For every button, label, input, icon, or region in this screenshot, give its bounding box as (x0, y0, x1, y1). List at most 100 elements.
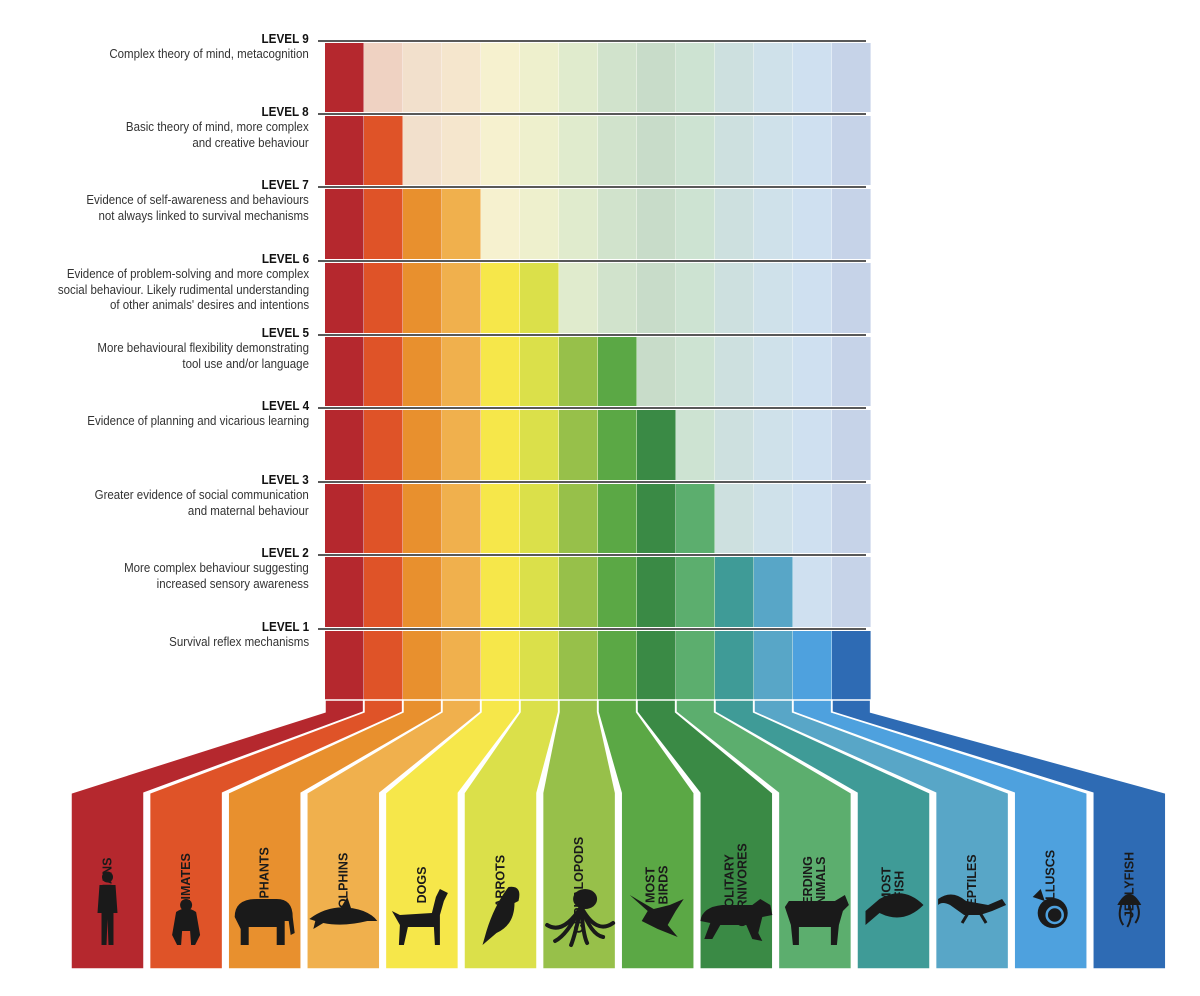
cell-most-birds-level-4 (598, 410, 637, 480)
cell-jellyfish-level-5 (832, 337, 871, 406)
column-most-birds (598, 43, 637, 700)
cell-humans-level-1 (325, 631, 364, 700)
cell-herding-animals-level-9 (676, 43, 715, 112)
column-elephants (403, 43, 442, 700)
cell-humans-level-3 (325, 484, 364, 553)
cell-most-birds-level-8 (598, 116, 637, 185)
cell-parrots-level-2 (520, 557, 559, 627)
cell-reptiles-level-9 (754, 43, 793, 112)
cell-herding-animals-level-6 (676, 263, 715, 333)
cell-most-fish-level-3 (715, 484, 754, 553)
cell-reptiles-level-2 (754, 557, 793, 627)
cell-primates-level-8 (364, 116, 403, 185)
cell-herding-animals-level-1 (676, 631, 715, 700)
level-description-line: Complex theory of mind, metacognition (109, 47, 309, 61)
level-description-line: and creative behaviour (192, 135, 309, 150)
cell-molluscs-level-9 (793, 43, 832, 112)
cell-dogs-level-8 (481, 116, 520, 185)
big-cat-icon (700, 899, 773, 941)
cell-solitary-carnivores-level-4 (637, 410, 676, 480)
cell-solitary-carnivores-level-5 (637, 337, 676, 406)
cell-herding-animals-level-7 (676, 189, 715, 259)
cell-dolphins-level-4 (442, 410, 481, 480)
cell-elephants-level-6 (403, 263, 442, 333)
animal-parrots: PARROTS (482, 855, 520, 945)
level-description-line: increased sensory awareness (156, 576, 309, 591)
cell-humans-level-9 (325, 43, 364, 112)
cell-elephants-level-3 (403, 484, 442, 553)
cell-dogs-level-5 (481, 337, 520, 406)
animal-jellyfish: JELLYFISH (1117, 852, 1142, 928)
jellyfish-icon (1117, 894, 1142, 928)
cell-molluscs-level-6 (793, 263, 832, 333)
cell-herding-animals-level-5 (676, 337, 715, 406)
cell-primates-level-9 (364, 43, 403, 112)
cell-primates-level-5 (364, 337, 403, 406)
cell-humans-level-5 (325, 337, 364, 406)
column-primates (364, 43, 403, 700)
cell-dogs-level-7 (481, 189, 520, 259)
column-parrots (520, 43, 559, 700)
animal-name-most-birds: MOSTBIRDS (644, 866, 671, 905)
cell-solitary-carnivores-level-8 (637, 116, 676, 185)
cell-dolphins-level-1 (442, 631, 481, 700)
level-label-1: LEVEL 1 Survival reflex mechanisms (157, 619, 309, 651)
dog-icon (391, 889, 448, 945)
cell-jellyfish-level-1 (832, 631, 871, 700)
cell-solitary-carnivores-level-3 (637, 484, 676, 553)
cell-parrots-level-6 (520, 263, 559, 333)
animal-most-birds: MOSTBIRDS (629, 866, 684, 937)
ribbon-jellyfish (831, 699, 1167, 970)
level-title: LEVEL 6 (261, 251, 309, 266)
animal-herding-animals: HERDINGANIMALS (784, 856, 849, 945)
column-humans (325, 43, 364, 700)
cell-molluscs-level-1 (793, 631, 832, 700)
cell-jellyfish-level-4 (832, 410, 871, 480)
cell-reptiles-level-1 (754, 631, 793, 700)
level-title: LEVEL 5 (261, 325, 309, 340)
level-description: Greater evidence of social communication… (95, 488, 309, 519)
cell-reptiles-level-5 (754, 337, 793, 406)
level-description-line: and maternal behaviour (188, 503, 309, 518)
cell-cephalopods-level-3 (559, 484, 598, 553)
cell-jellyfish-level-8 (832, 116, 871, 185)
cell-reptiles-level-8 (754, 116, 793, 185)
cell-cephalopods-level-2 (559, 557, 598, 627)
elephant-icon (234, 899, 295, 945)
animal-dolphins: DOLPHINS (309, 853, 378, 929)
cell-solitary-carnivores-level-7 (637, 189, 676, 259)
cell-elephants-level-4 (403, 410, 442, 480)
cell-most-fish-level-9 (715, 43, 754, 112)
level-label-7: LEVEL 7 Evidence of self-awareness and be… (67, 177, 309, 224)
level-label-8: LEVEL 8 Basic theory of mind, more comple… (110, 104, 309, 151)
cell-molluscs-level-2 (793, 557, 832, 627)
cell-most-birds-level-1 (598, 631, 637, 700)
cell-jellyfish-level-2 (832, 557, 871, 627)
level-description-line: tool use and/or language (182, 356, 309, 371)
cell-herding-animals-level-8 (676, 116, 715, 185)
cell-most-fish-level-7 (715, 189, 754, 259)
column-most-fish (715, 43, 754, 700)
column-dogs (481, 43, 520, 700)
cell-herding-animals-level-4 (676, 410, 715, 480)
level-label-2: LEVEL 2 More complex behaviour suggesting… (108, 545, 309, 592)
cell-reptiles-level-3 (754, 484, 793, 553)
level-title: LEVEL 9 (261, 31, 309, 46)
animal-elephants: ELEPHANTS (234, 847, 295, 945)
bird-icon (629, 895, 684, 937)
snail-icon (1032, 889, 1068, 928)
parrot-icon (482, 886, 520, 945)
animal-most-fish: MOSTFISH (865, 867, 924, 925)
cell-parrots-level-9 (520, 43, 559, 112)
cell-dolphins-level-2 (442, 557, 481, 627)
cell-primates-level-4 (364, 410, 403, 480)
cell-dolphins-level-9 (442, 43, 481, 112)
column-dolphins (442, 43, 481, 700)
cell-dogs-level-4 (481, 410, 520, 480)
level-title: LEVEL 2 (261, 545, 309, 560)
level-title: LEVEL 3 (261, 472, 309, 487)
level-description-line: of other animals' desires and intentions (109, 298, 309, 312)
cell-cephalopods-level-6 (559, 263, 598, 333)
cell-humans-level-4 (325, 410, 364, 480)
